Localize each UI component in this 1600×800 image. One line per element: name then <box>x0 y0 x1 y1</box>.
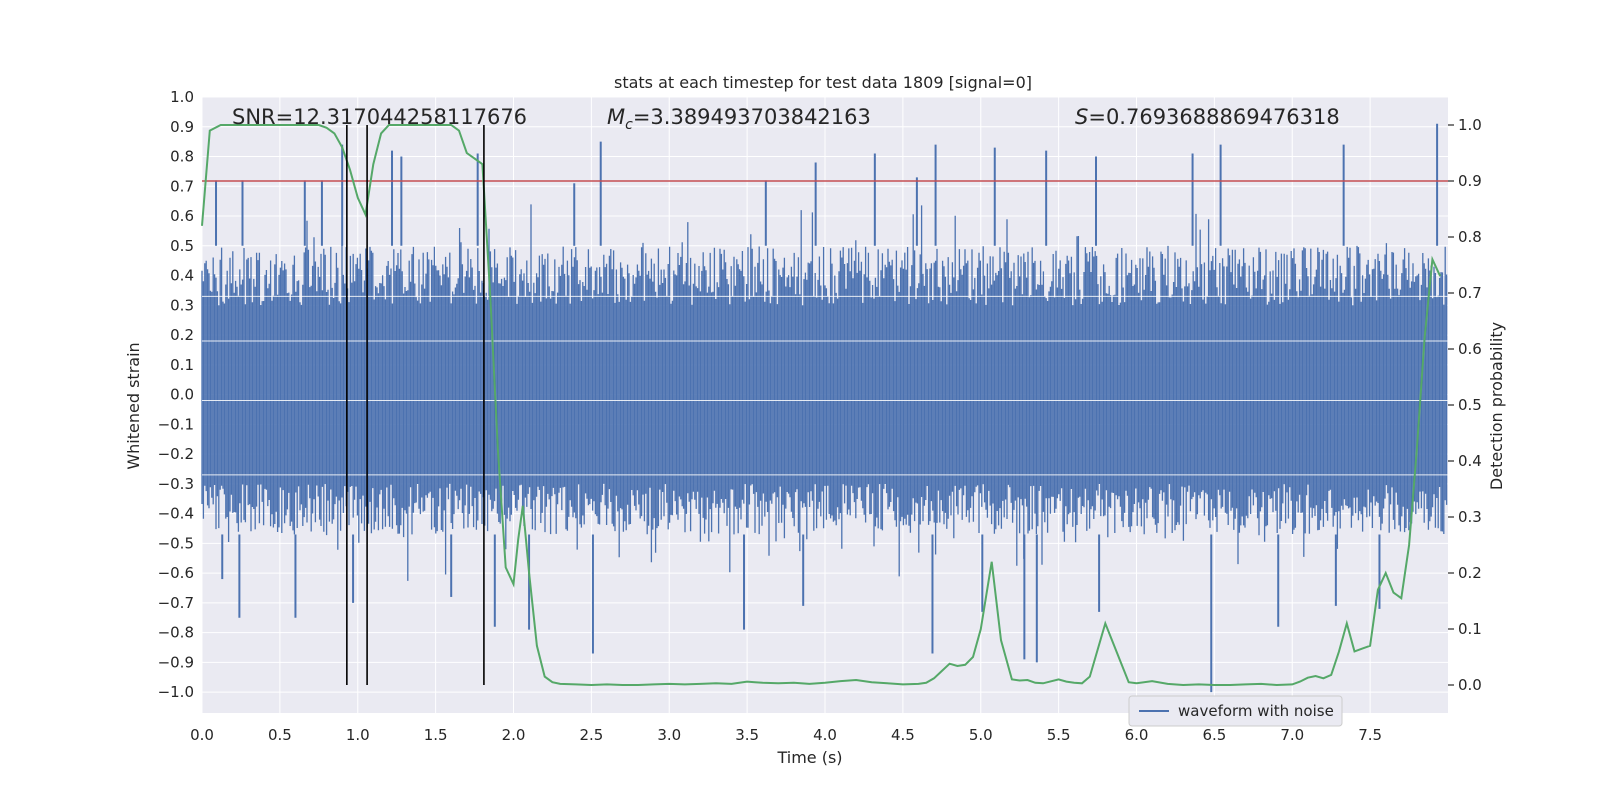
probability-line <box>201 124 1442 687</box>
x-tick-label: 6.0 <box>1125 726 1149 744</box>
detection-probability-series <box>201 124 1442 687</box>
vertical-markers <box>346 125 485 685</box>
legend: waveform with noise <box>1128 695 1343 727</box>
left-y-tick-label: −1.0 <box>158 683 194 701</box>
x-tick-label: 2.5 <box>579 726 603 744</box>
right-y-tick-label: 0.4 <box>1458 452 1482 470</box>
left-y-axis-ticks: 1.0 0.9 0.8 0.7 0.6 0.5 0.4 0.3 0.2 0.1 0.0 −0.1 −0.… <box>158 88 194 701</box>
right-y-tick-label: 0.0 <box>1458 676 1482 694</box>
x-tick-label: 7.0 <box>1280 726 1304 744</box>
legend-label: waveform with noise <box>1178 702 1334 720</box>
x-tick-label: 5.0 <box>969 726 993 744</box>
x-tick-label: 7.5 <box>1358 726 1382 744</box>
left-y-tick-label: −0.5 <box>158 534 194 552</box>
legend-box <box>1128 695 1343 727</box>
x-axis-title: Time (s) <box>776 748 842 767</box>
chirp-mass-annotation: Mc=3.389493703842163 <box>607 105 871 133</box>
left-y-tick-label: −0.3 <box>158 475 194 493</box>
x-tick-label: 3.5 <box>735 726 759 744</box>
x-tick-label: 6.5 <box>1202 726 1226 744</box>
left-y-tick-label: −0.8 <box>158 624 194 642</box>
left-y-tick-label: 0.4 <box>170 267 194 285</box>
left-y-tick-label: −0.1 <box>158 415 194 433</box>
right-y-tick-label: 0.6 <box>1458 340 1482 358</box>
left-y-tick-label: 1.0 <box>170 88 194 106</box>
x-tick-label: 4.0 <box>813 726 837 744</box>
left-y-tick-label: −0.2 <box>158 445 194 463</box>
left-y-tick-label: −0.9 <box>158 653 194 671</box>
right-y-tick-label: 0.5 <box>1458 396 1482 414</box>
left-y-tick-label: −0.6 <box>158 564 194 582</box>
right-y-tick-label: 0.9 <box>1458 172 1482 190</box>
left-y-tick-label: 0.2 <box>170 326 194 344</box>
left-y-axis-title: Whitened strain <box>124 342 143 469</box>
right-y-tick-label: 0.1 <box>1458 620 1482 638</box>
right-y-tick-label: 0.3 <box>1458 508 1482 526</box>
x-tick-label: 1.5 <box>424 726 448 744</box>
left-y-tick-label: −0.4 <box>158 505 194 523</box>
left-y-tick-label: 0.9 <box>170 118 194 136</box>
x-tick-label: 0.5 <box>268 726 292 744</box>
s-annotation: S=0.7693688869476318 <box>1075 105 1340 129</box>
left-y-tick-label: 0.1 <box>170 356 194 374</box>
left-y-tick-label: 0.0 <box>170 386 194 404</box>
right-y-tick-label: 0.8 <box>1458 228 1482 246</box>
x-axis-ticks: 0.0 0.5 1.0 1.5 2.0 2.5 3.0 3.5 4.0 4.5 5.0 5.5 6.0 6… <box>190 726 1382 744</box>
x-tick-label: 3.0 <box>657 726 681 744</box>
right-y-tick-label: 0.2 <box>1458 564 1482 582</box>
left-y-tick-label: 0.8 <box>170 148 194 166</box>
right-y-axis-title: Detection probability <box>1487 322 1506 490</box>
chart-title: stats at each timestep for test data 180… <box>614 73 1032 92</box>
x-tick-label: 5.5 <box>1047 726 1071 744</box>
right-y-tick-label: 0.7 <box>1458 284 1482 302</box>
left-y-tick-label: −0.7 <box>158 594 194 612</box>
x-tick-label: 0.0 <box>190 726 214 744</box>
left-y-tick-label: 0.7 <box>170 177 194 195</box>
x-tick-label: 1.0 <box>346 726 370 744</box>
right-y-tick-label: 1.0 <box>1458 116 1482 134</box>
left-y-tick-label: 0.3 <box>170 296 194 314</box>
x-tick-label: 2.0 <box>502 726 526 744</box>
right-y-axis-ticks: 0.0 0.1 0.2 0.3 0.4 0.5 0.6 0.7 0.8 0.9 1.0 <box>1448 116 1482 694</box>
x-tick-label: 4.5 <box>891 726 915 744</box>
left-y-tick-label: 0.5 <box>170 237 194 255</box>
left-y-tick-label: 0.6 <box>170 207 194 225</box>
waveform-series <box>201 123 1448 693</box>
snr-annotation: SNR=12.317044258117676 <box>232 105 527 129</box>
